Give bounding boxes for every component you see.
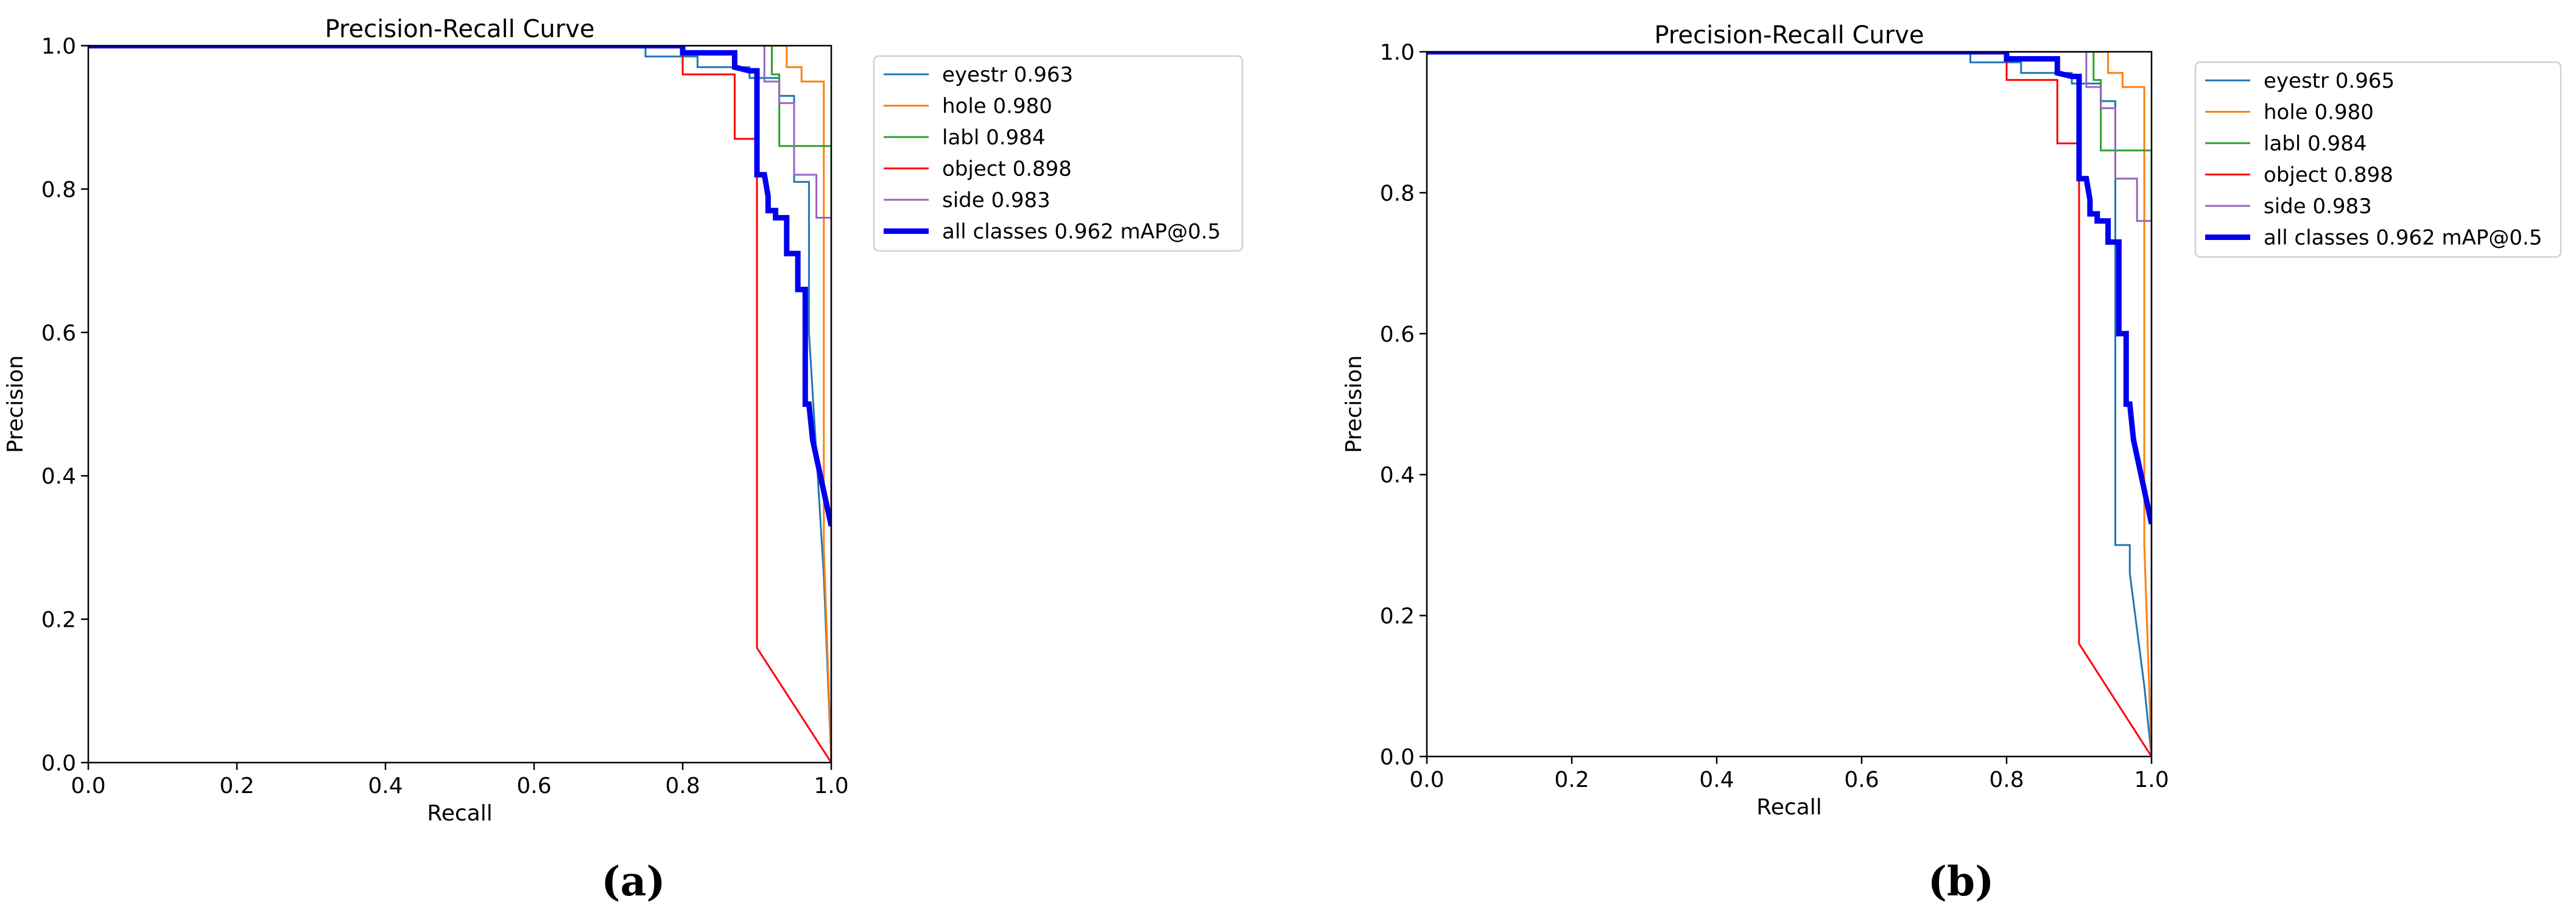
y-tick-label: 0.8 bbox=[41, 177, 76, 202]
x-tick-label: 0.6 bbox=[1844, 767, 1879, 792]
x-tick-label: 0.8 bbox=[665, 774, 700, 799]
legend-entry: object 0.898 bbox=[942, 157, 1072, 182]
y-tick-label: 0.6 bbox=[41, 321, 76, 346]
y-tick-label: 0.4 bbox=[41, 464, 76, 489]
chart-title: Precision-Recall Curve bbox=[1655, 21, 1924, 49]
y-axis-label: Precision bbox=[3, 355, 28, 453]
series-line-eyestr bbox=[88, 46, 831, 763]
legend-box bbox=[873, 55, 1244, 252]
pr-chart-panel-a: Precision-Recall Curve 0.0 0.2 0.4 0.6 0.8 1.0… bbox=[3, 15, 1244, 905]
y-tick-label: 0.4 bbox=[1380, 463, 1415, 488]
series-line-eyestr bbox=[1427, 52, 2152, 756]
legend-entry: side 0.983 bbox=[942, 188, 1050, 213]
y-tick-label: 0.6 bbox=[1380, 322, 1415, 347]
legend-entry: side 0.983 bbox=[2264, 194, 2372, 219]
series-line-side bbox=[1427, 52, 2152, 756]
legend-entry: eyestr 0.963 bbox=[942, 63, 1073, 87]
y-tick-label: 1.0 bbox=[1380, 40, 1415, 65]
series-group bbox=[88, 46, 831, 763]
series-line-labl bbox=[88, 46, 831, 763]
legend: eyestr 0.965 hole 0.980 labl 0.984 object 0… bbox=[2194, 61, 2562, 258]
pr-chart-panel-b: Precision-Recall Curve 0.0 0.2 0.4 0.6 0.8 1.0… bbox=[1342, 21, 2562, 905]
legend-entry: all classes 0.962 mAP@0.5 bbox=[942, 220, 1220, 244]
panel-caption: (a) bbox=[601, 858, 665, 905]
legend-entry: all classes 0.962 mAP@0.5 bbox=[2264, 226, 2542, 250]
y-tick-label: 0.0 bbox=[1380, 745, 1415, 770]
y-tick-label: 0.2 bbox=[41, 608, 76, 633]
y-tick-label: 0.2 bbox=[1380, 604, 1415, 629]
x-axis-label: Recall bbox=[1756, 795, 1821, 820]
x-tick-label: 0.0 bbox=[1409, 767, 1444, 792]
series-line-all bbox=[88, 46, 831, 527]
x-tick-label: 0.4 bbox=[1699, 767, 1734, 792]
x-tick-label: 0.0 bbox=[71, 774, 105, 799]
series-line-hole bbox=[1427, 52, 2152, 756]
series-line-all bbox=[1427, 52, 2152, 525]
x-axis-label: Recall bbox=[427, 801, 492, 826]
legend-entry: hole 0.980 bbox=[2264, 101, 2374, 125]
plot-frame bbox=[1426, 51, 2153, 758]
x-tick-label: 0.2 bbox=[1554, 767, 1589, 792]
legend-entry: hole 0.980 bbox=[942, 94, 1052, 119]
legend-entry: labl 0.984 bbox=[942, 125, 1045, 150]
series-line-labl bbox=[1427, 52, 2152, 756]
x-tick-label: 0.6 bbox=[516, 774, 551, 799]
legend-entry: object 0.898 bbox=[2264, 163, 2393, 188]
legend-entry: eyestr 0.965 bbox=[2264, 69, 2395, 93]
y-axis-label: Precision bbox=[1342, 355, 1367, 453]
panel-caption: (b) bbox=[1928, 858, 1994, 905]
series-line-side bbox=[88, 46, 831, 763]
series-line-object bbox=[88, 46, 831, 763]
x-tick-label: 0.2 bbox=[219, 774, 254, 799]
chart-title: Precision-Recall Curve bbox=[325, 15, 595, 43]
legend-entry: labl 0.984 bbox=[2264, 132, 2367, 156]
plot-frame bbox=[87, 44, 832, 764]
y-tick-label: 0.8 bbox=[1380, 181, 1415, 206]
x-tick-label: 0.8 bbox=[1989, 767, 2024, 792]
x-tick-label: 1.0 bbox=[2134, 767, 2169, 792]
legend-box bbox=[2194, 61, 2562, 258]
x-tick-label: 1.0 bbox=[814, 774, 848, 799]
legend: eyestr 0.963 hole 0.980 labl 0.984 object 0… bbox=[873, 55, 1244, 252]
y-tick-label: 0.0 bbox=[41, 751, 76, 776]
series-line-object bbox=[1427, 52, 2152, 756]
y-tick-label: 1.0 bbox=[41, 34, 76, 59]
series-group bbox=[1427, 52, 2152, 756]
x-tick-label: 0.4 bbox=[368, 774, 403, 799]
series-line-hole bbox=[88, 46, 831, 763]
